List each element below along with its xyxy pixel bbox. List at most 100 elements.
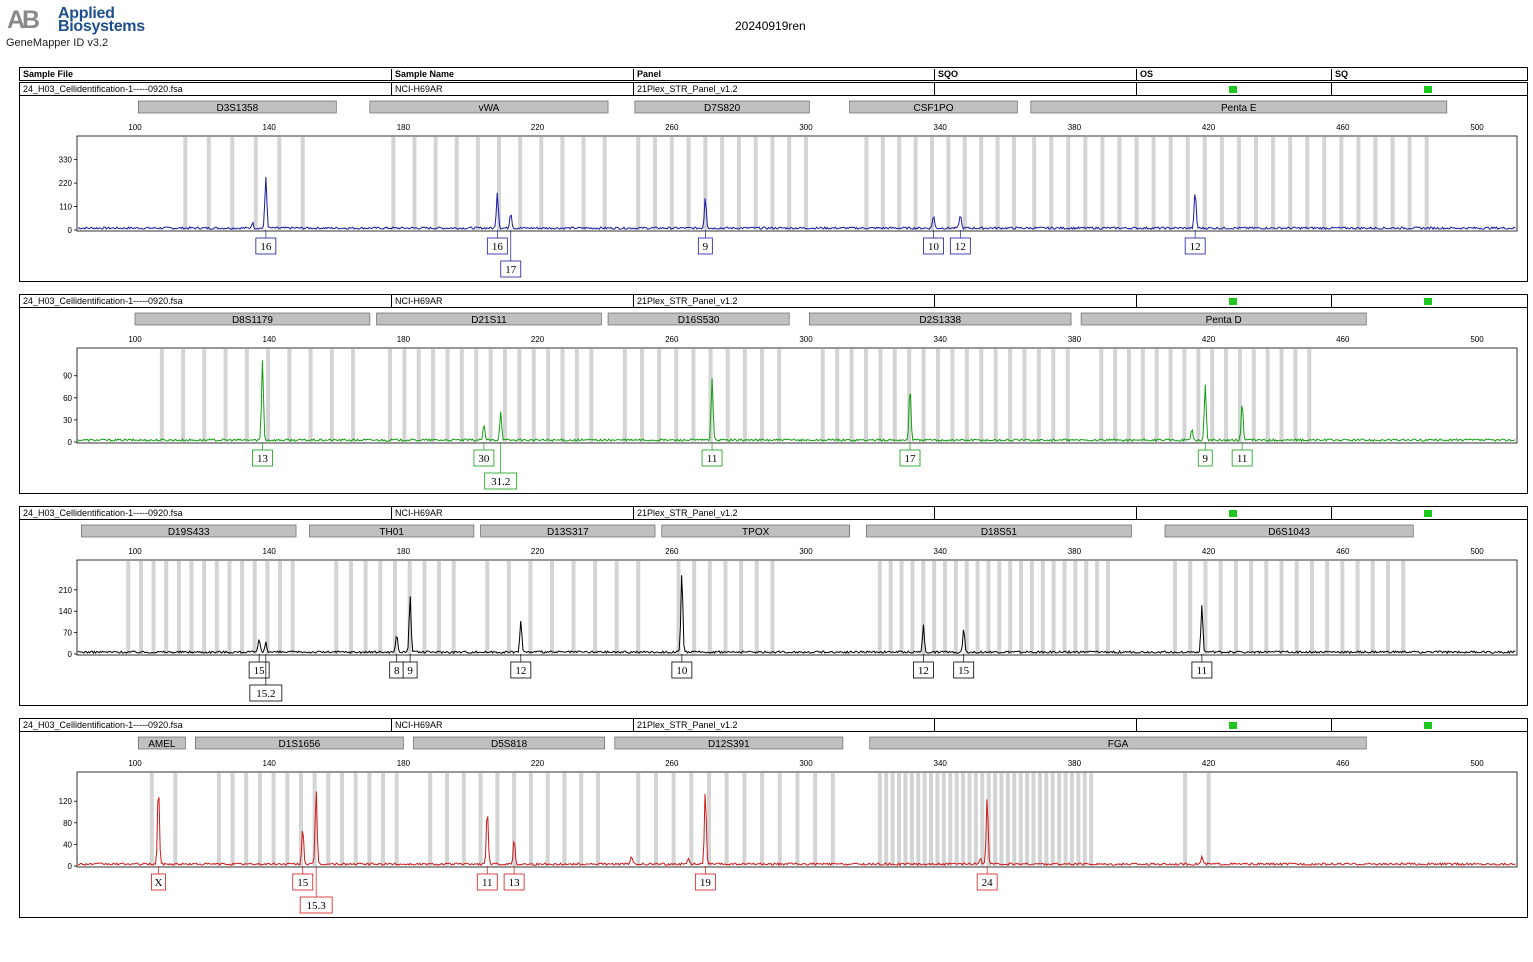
allele-bin: [1051, 561, 1056, 654]
header-panel: Panel: [633, 69, 661, 80]
sq-quality-flag: [1424, 510, 1432, 517]
allele-bin: [394, 773, 399, 866]
panel-name: 21Plex_STR_Panel_v1.2: [633, 507, 738, 519]
allele-bin: [877, 561, 882, 654]
x-tick-label: 220: [531, 547, 545, 556]
header-sample-file: Sample File: [23, 69, 74, 79]
allele-bin: [277, 137, 282, 230]
allele-bin: [691, 349, 696, 442]
allele-bin: [1095, 561, 1100, 654]
plot-layer: D8S1179 D21S11 D16S530 D2S1338 Penta D 100 140…: [63, 312, 1518, 490]
allele-bin: [1309, 561, 1314, 654]
allele-bin: [669, 137, 674, 230]
signal-trace-blue: [77, 176, 1516, 231]
allele-bin: [742, 773, 747, 866]
allele-bin: [253, 137, 258, 230]
os-quality-flag: [1229, 722, 1237, 729]
os-cell: [1136, 507, 1140, 519]
allele-bin: [897, 137, 902, 230]
allele-bin: [574, 349, 579, 442]
allele-bin: [1424, 137, 1429, 230]
allele-bin: [703, 137, 708, 230]
header-sample-name: Sample Name: [391, 69, 454, 80]
allele-call-label: 12: [1190, 241, 1201, 253]
allele-bin: [962, 137, 967, 230]
panel-name: 21Plex_STR_Panel_v1.2: [633, 295, 738, 307]
allele-bin: [1173, 561, 1178, 654]
header-sq: SQ: [1331, 69, 1348, 80]
allele-bin: [240, 561, 245, 654]
x-tick-label: 340: [934, 335, 948, 344]
marker-label: D2S1338: [919, 315, 961, 326]
allele-bin: [312, 773, 317, 866]
allele-bin: [549, 561, 554, 654]
header-sqo: SQO: [934, 69, 958, 80]
allele-bin: [880, 137, 885, 230]
allele-bin: [287, 349, 292, 442]
allele-bin: [995, 137, 1000, 230]
allele-bin: [614, 561, 619, 654]
allele-call-box: [252, 449, 273, 467]
marker-label: Penta D: [1206, 315, 1242, 326]
allele-call-box: [976, 873, 998, 891]
allele-bin: [1050, 773, 1055, 866]
allele-bin: [787, 137, 792, 230]
allele-bin: [329, 349, 334, 442]
sq-cell: [1331, 719, 1335, 731]
marker-label: CSF1PO: [913, 103, 953, 114]
allele-bin: [271, 773, 276, 866]
allele-bin: [964, 349, 969, 442]
marker-label: FGA: [1108, 739, 1129, 750]
allele-call-box: [473, 449, 495, 467]
allele-bin: [1049, 137, 1054, 230]
allele-bin: [1370, 561, 1375, 654]
allele-bin: [863, 349, 868, 442]
panel-name: 21Plex_STR_Panel_v1.2: [633, 719, 738, 731]
allele-bin: [290, 561, 295, 654]
allele-bin: [903, 773, 908, 866]
allele-bin: [884, 773, 889, 866]
allele-bin: [1385, 561, 1390, 654]
allele-bin: [653, 773, 658, 866]
allele-bin: [877, 773, 882, 866]
allele-bin: [1076, 773, 1081, 866]
allele-call-label: 15: [254, 665, 266, 677]
allele-bin: [653, 137, 658, 230]
os-cell: [1136, 719, 1140, 731]
allele-bin: [126, 561, 131, 654]
allele-bin: [1233, 561, 1238, 654]
brand-name-line1: Applied: [58, 5, 115, 22]
allele-bin: [176, 561, 181, 654]
marker-bar-penta-e: [1030, 100, 1448, 114]
allele-bin: [1183, 773, 1188, 866]
allele-bin: [1018, 773, 1023, 866]
allele-bin: [723, 561, 728, 654]
marker-label: TPOX: [742, 527, 770, 538]
allele-bin: [1100, 137, 1105, 230]
allele-bin: [707, 561, 712, 654]
allele-bin: [707, 773, 712, 866]
allele-bin: [1008, 561, 1013, 654]
x-tick-label: 380: [1068, 123, 1082, 132]
x-tick-label: 420: [1202, 123, 1216, 132]
allele-bin: [265, 561, 270, 654]
allele-bin: [1089, 773, 1094, 866]
allele-call-box: [1184, 237, 1206, 255]
allele-bin: [1210, 349, 1215, 442]
y-tick-label: 0: [68, 226, 73, 235]
allele-call-label: 13: [257, 453, 269, 465]
allele-bin: [929, 773, 934, 866]
allele-call-box: [486, 237, 508, 255]
allele-bin: [1279, 561, 1284, 654]
x-tick-label: 100: [128, 123, 142, 132]
allele-bin: [1271, 137, 1276, 230]
allele-bin: [230, 773, 235, 866]
x-tick-label: 140: [263, 759, 277, 768]
allele-bin: [518, 137, 523, 230]
allele-bin: [223, 349, 228, 442]
allele-bin: [1218, 561, 1223, 654]
allele-bin: [545, 773, 550, 866]
x-tick-label: 180: [397, 547, 411, 556]
allele-bin: [1305, 137, 1310, 230]
